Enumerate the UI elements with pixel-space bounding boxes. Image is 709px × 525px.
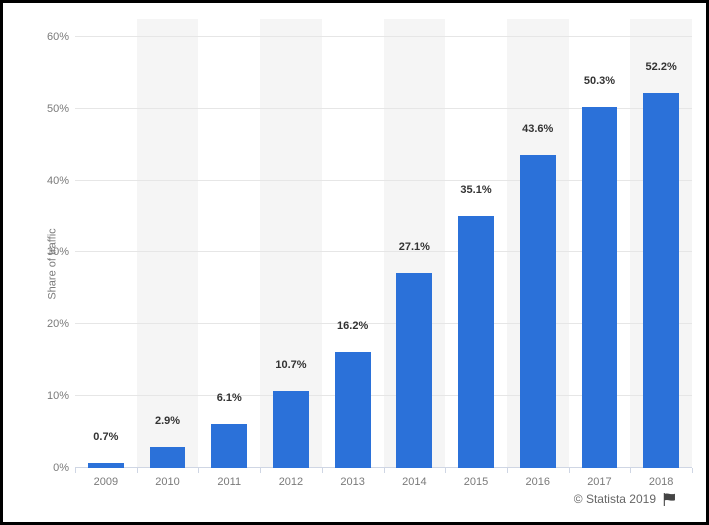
- bar-value-label: 16.2%: [322, 320, 384, 336]
- x-tick-mark: [260, 468, 261, 473]
- x-tick-mark: [384, 468, 385, 473]
- bar-value-label: 35.1%: [445, 184, 507, 200]
- flag-icon: [662, 493, 680, 506]
- y-tick-label: 40%: [35, 175, 69, 187]
- x-tick-label: 2016: [507, 468, 569, 488]
- bar-value-label: 27.1%: [384, 241, 446, 257]
- x-tick-mark: [692, 468, 693, 473]
- bar-column: 35.1%2015: [445, 19, 507, 468]
- attribution-text: © Statista 2019: [574, 492, 656, 506]
- bar-value-label: 43.6%: [507, 123, 569, 139]
- x-tick-label: 2018: [630, 468, 692, 488]
- y-tick-label: 20%: [35, 318, 69, 330]
- plot-area: 0%10%20%30%40%50%60%0.7%20092.9%20106.1%…: [75, 19, 692, 468]
- x-tick-mark: [630, 468, 631, 473]
- x-tick-mark: [137, 468, 138, 473]
- bar: [643, 93, 679, 468]
- bar-column: 10.7%2012: [260, 19, 322, 468]
- bar-value-label: 6.1%: [198, 392, 260, 408]
- bar: [396, 273, 432, 468]
- x-tick-label: 2015: [445, 468, 507, 488]
- x-tick-mark: [507, 468, 508, 473]
- x-tick-label: 2013: [322, 468, 384, 488]
- chart-wrap: Share of traffic 0%10%20%30%40%50%60%0.7…: [19, 13, 696, 514]
- x-tick-mark: [569, 468, 570, 473]
- bar-column: 50.3%2017: [569, 19, 631, 468]
- bar-column: 6.1%2011: [198, 19, 260, 468]
- bar: [150, 447, 186, 468]
- x-tick-mark: [198, 468, 199, 473]
- x-tick-label: 2017: [569, 468, 631, 488]
- x-tick-mark: [322, 468, 323, 473]
- bar: [582, 107, 618, 468]
- bar-column: 0.7%2009: [75, 19, 137, 468]
- x-tick-label: 2009: [75, 468, 137, 488]
- x-tick-label: 2012: [260, 468, 322, 488]
- y-tick-label: 60%: [35, 31, 69, 43]
- y-tick-label: 30%: [35, 246, 69, 258]
- bar: [211, 424, 247, 468]
- x-tick-label: 2010: [137, 468, 199, 488]
- y-tick-label: 0%: [35, 462, 69, 474]
- chart-frame: Share of traffic 0%10%20%30%40%50%60%0.7…: [0, 0, 709, 525]
- bar: [458, 216, 494, 468]
- bar-column: 16.2%2013: [322, 19, 384, 468]
- bar: [520, 155, 556, 468]
- bar: [273, 391, 309, 468]
- bar-column: 27.1%2014: [384, 19, 446, 468]
- bar: [335, 352, 371, 468]
- x-tick-mark: [75, 468, 76, 473]
- y-axis-title: Share of traffic: [47, 228, 59, 299]
- bar-value-label: 0.7%: [75, 431, 137, 447]
- attribution: © Statista 2019: [574, 492, 680, 506]
- x-tick-label: 2011: [198, 468, 260, 488]
- x-tick-label: 2014: [384, 468, 446, 488]
- bar-column: 52.2%2018: [630, 19, 692, 468]
- bar-column: 43.6%2016: [507, 19, 569, 468]
- bar-value-label: 52.2%: [630, 61, 692, 77]
- bar-value-label: 2.9%: [137, 415, 199, 431]
- bar-value-label: 50.3%: [569, 75, 631, 91]
- x-tick-mark: [445, 468, 446, 473]
- y-tick-label: 10%: [35, 390, 69, 402]
- y-tick-label: 50%: [35, 103, 69, 115]
- bar-value-label: 10.7%: [260, 359, 322, 375]
- bar-column: 2.9%2010: [137, 19, 199, 468]
